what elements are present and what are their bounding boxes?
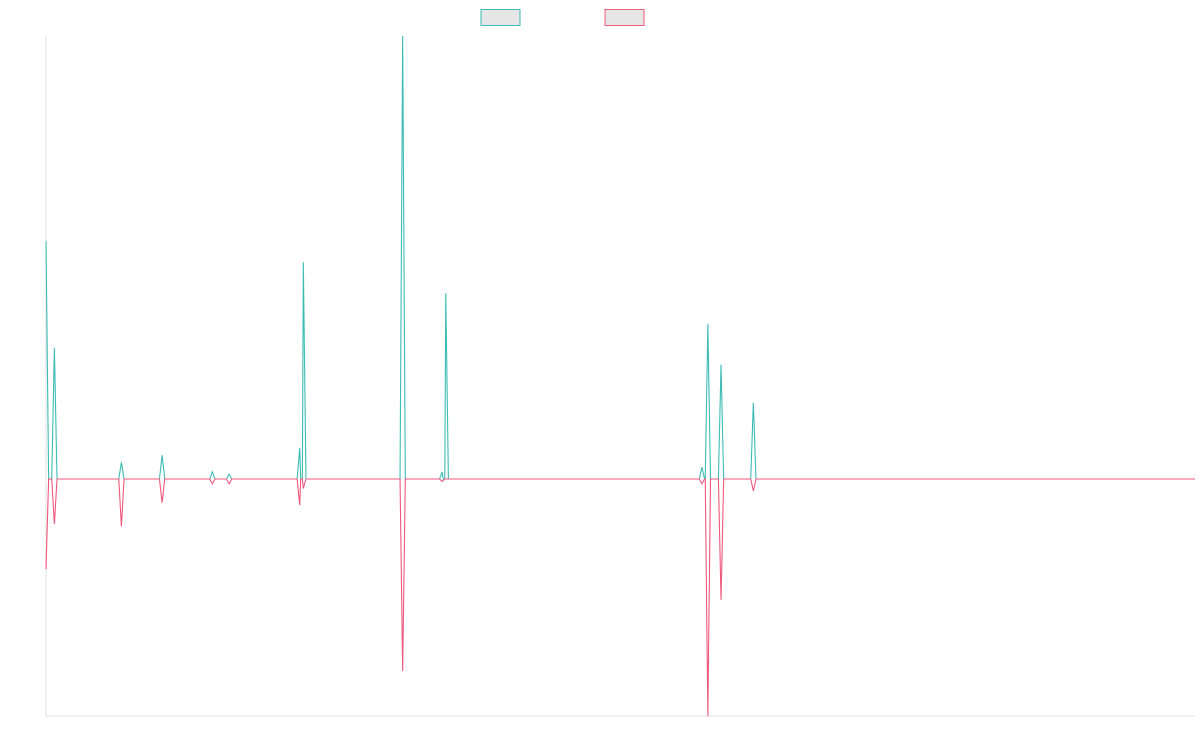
legend-swatch-series-1[interactable] [480,9,521,26]
legend-swatch-series-2[interactable] [604,9,645,26]
chart-axes [45,36,1195,717]
series-layer [45,35,1195,717]
series-1-line [45,35,1195,480]
legend [480,9,645,26]
series-2-line [45,478,1195,717]
